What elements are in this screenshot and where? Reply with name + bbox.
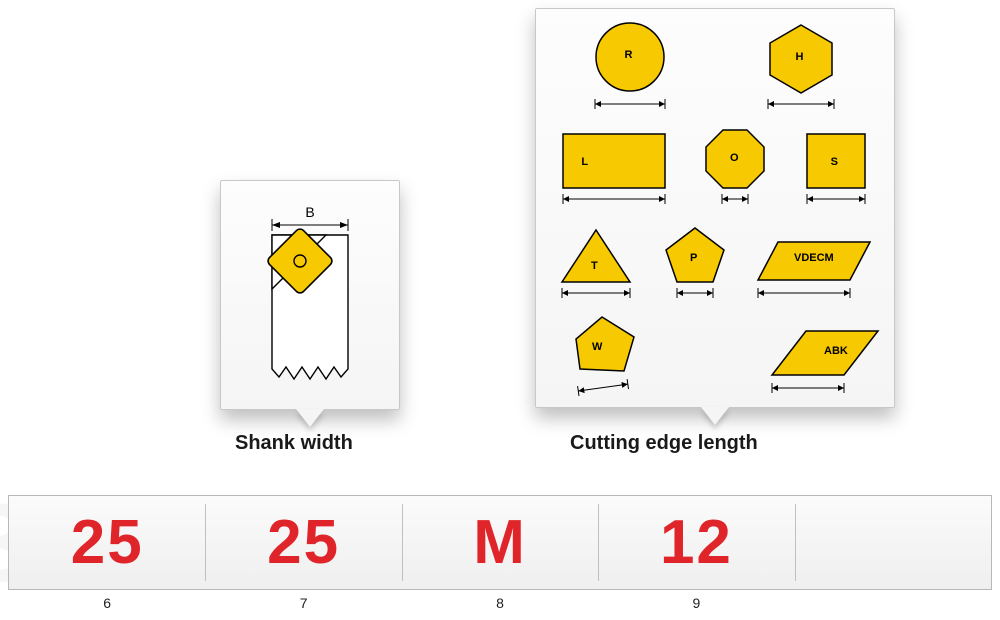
code-cell-7: 25 7 <box>205 496 401 589</box>
shank-illustration-icon: B <box>230 191 390 401</box>
shape-rectangle: L <box>559 130 669 206</box>
code-index-7: 7 <box>300 595 308 611</box>
cutting-edge-length-label: Cutting edge length <box>570 432 758 455</box>
code-index-6: 6 <box>103 595 111 611</box>
shape-triangle: T <box>556 226 636 300</box>
code-cell-6: 25 6 <box>9 496 205 589</box>
shape-round: R <box>587 21 673 111</box>
code-cell-8: M 8 <box>402 496 598 589</box>
shape-trigon: W <box>568 313 646 395</box>
code-cell-9: 12 9 <box>598 496 794 589</box>
callout-cutting-edge: R H L O S <box>535 8 895 408</box>
shape-octagon: O <box>700 126 770 206</box>
code-index-8: 8 <box>496 595 504 611</box>
callout-shank-width: B <box>220 180 400 410</box>
code-value-9: 12 <box>660 507 733 578</box>
shape-pentagon: P <box>660 224 730 300</box>
code-value-7: 25 <box>267 507 340 578</box>
shank-width-label: Shank width <box>235 432 353 455</box>
code-value-8: M <box>473 507 527 578</box>
code-index-9: 9 <box>693 595 701 611</box>
code-value-6: 25 <box>71 507 144 578</box>
shape-square: S <box>801 130 871 206</box>
shape-rhombic-55: ABK <box>766 325 882 395</box>
shape-rhombic-35: VDECM <box>754 236 874 300</box>
svg-text:B: B <box>305 204 314 220</box>
code-bar: 25 6 25 7 M 8 12 9 <box>8 495 992 590</box>
shape-hexagon: H <box>758 21 844 111</box>
code-cell-10 <box>795 496 991 589</box>
